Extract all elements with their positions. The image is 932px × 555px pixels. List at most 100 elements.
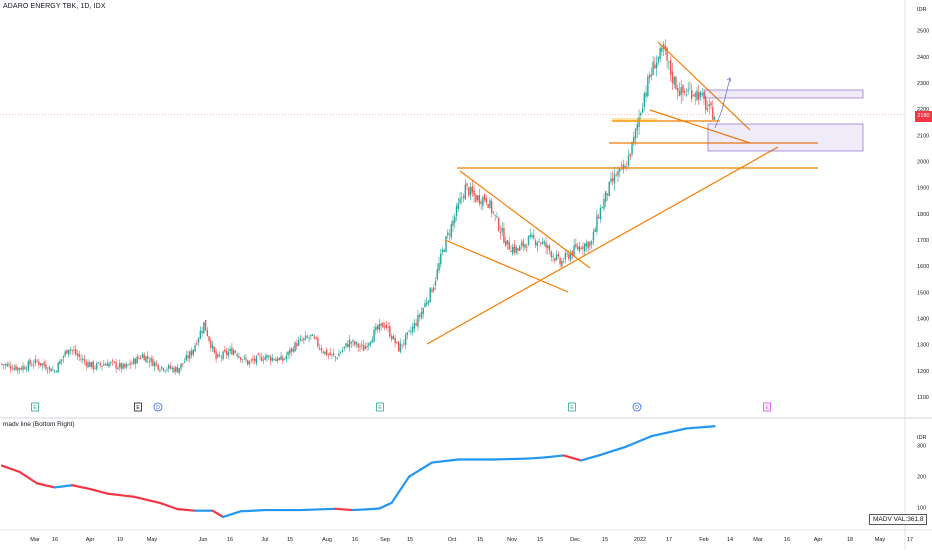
candle-body	[506, 240, 509, 245]
candle-body	[557, 254, 560, 257]
x-tick-label: Mar	[30, 537, 40, 543]
candle-body	[492, 211, 495, 213]
candle-body	[541, 241, 544, 244]
madv-segment	[88, 487, 109, 495]
candle-body	[566, 253, 568, 255]
madv-segment	[492, 457, 530, 461]
candle-body	[420, 311, 423, 319]
candle-body	[520, 243, 523, 246]
candle-body	[703, 91, 705, 100]
marker-label: E	[378, 405, 382, 411]
candle-body	[18, 367, 21, 370]
candle-body	[580, 247, 582, 249]
y-tick-label: 1800	[917, 212, 929, 218]
candle-body	[489, 200, 491, 208]
candle-body	[15, 365, 17, 370]
x-tick-label: Feb	[699, 537, 708, 543]
candle-body	[153, 362, 156, 367]
candle-body	[317, 338, 319, 347]
candle-body	[678, 90, 681, 97]
candle-body	[297, 340, 300, 346]
candle-body	[504, 241, 507, 246]
y-tick-label: 2200	[917, 107, 929, 113]
candle-body	[605, 191, 607, 202]
candle-body	[43, 362, 45, 366]
candle-body	[57, 362, 59, 373]
candle-body	[471, 186, 474, 193]
candle-body	[103, 364, 105, 366]
madv-segment	[35, 482, 56, 489]
candle-body	[271, 357, 273, 361]
candle-body	[527, 235, 530, 246]
candle-body	[710, 102, 712, 106]
candle-body	[67, 349, 70, 355]
candle-body	[90, 362, 93, 367]
chart-title: ADARO ENERGY TBK, 1D, IDX	[3, 3, 106, 10]
candle-body	[85, 361, 87, 366]
candle-body	[533, 235, 535, 239]
candle-body	[631, 141, 633, 155]
candle-body	[415, 323, 417, 326]
candle-body	[348, 339, 351, 348]
trendline	[657, 41, 751, 131]
candle-body	[610, 178, 612, 182]
x-tick-label: 17	[907, 537, 913, 543]
candle-body	[701, 93, 703, 96]
candle-body	[273, 358, 275, 361]
x-tick-label: May	[875, 537, 886, 543]
candle-body	[106, 363, 108, 366]
candle-body	[666, 47, 668, 61]
madv-segment	[351, 508, 372, 512]
candle-body	[547, 245, 549, 249]
candle-body	[364, 346, 366, 350]
madv-segment	[176, 508, 197, 512]
candle-body	[99, 363, 101, 365]
madv-segment	[299, 507, 337, 512]
candle-body	[243, 356, 245, 358]
candle-body	[217, 354, 219, 358]
candle-body	[289, 349, 291, 354]
candle-body	[554, 258, 556, 261]
candle-body	[89, 362, 91, 367]
madv-segment	[18, 470, 39, 485]
candle-body	[168, 365, 170, 369]
candle-body	[708, 104, 710, 107]
candle-body	[371, 339, 374, 343]
candle-body	[268, 355, 270, 357]
y-tick-label: 1100	[917, 395, 929, 401]
candle-body	[590, 241, 593, 244]
candle-body	[638, 117, 640, 127]
madv-segment	[378, 501, 393, 510]
candle-body	[285, 355, 288, 360]
madv-segment	[527, 456, 548, 460]
candle-body	[266, 354, 268, 358]
candle-body	[252, 358, 254, 361]
madv-segment	[222, 510, 242, 518]
candle-body	[83, 359, 86, 362]
candle-body	[110, 362, 112, 364]
candle-body	[166, 369, 168, 371]
x-tick-label: 16	[227, 537, 233, 543]
candle-body	[706, 108, 709, 110]
candle-body	[612, 178, 614, 182]
candle-body	[680, 87, 682, 96]
candle-body	[275, 359, 277, 361]
candle-body	[211, 345, 214, 349]
candle-body	[34, 358, 37, 364]
candle-body	[241, 359, 244, 361]
candle-body	[606, 193, 609, 196]
candle-body	[369, 341, 372, 345]
candle-body	[683, 90, 686, 93]
madv-segment	[597, 445, 627, 457]
candle-body	[578, 245, 581, 252]
candle-body	[48, 366, 51, 370]
candle-body	[538, 240, 540, 242]
candle-body	[482, 196, 484, 207]
x-tick-label: 15	[407, 537, 413, 543]
candle-body	[469, 186, 472, 195]
candle-body	[438, 263, 440, 271]
candle-body	[218, 355, 221, 356]
candle-body	[64, 351, 66, 356]
